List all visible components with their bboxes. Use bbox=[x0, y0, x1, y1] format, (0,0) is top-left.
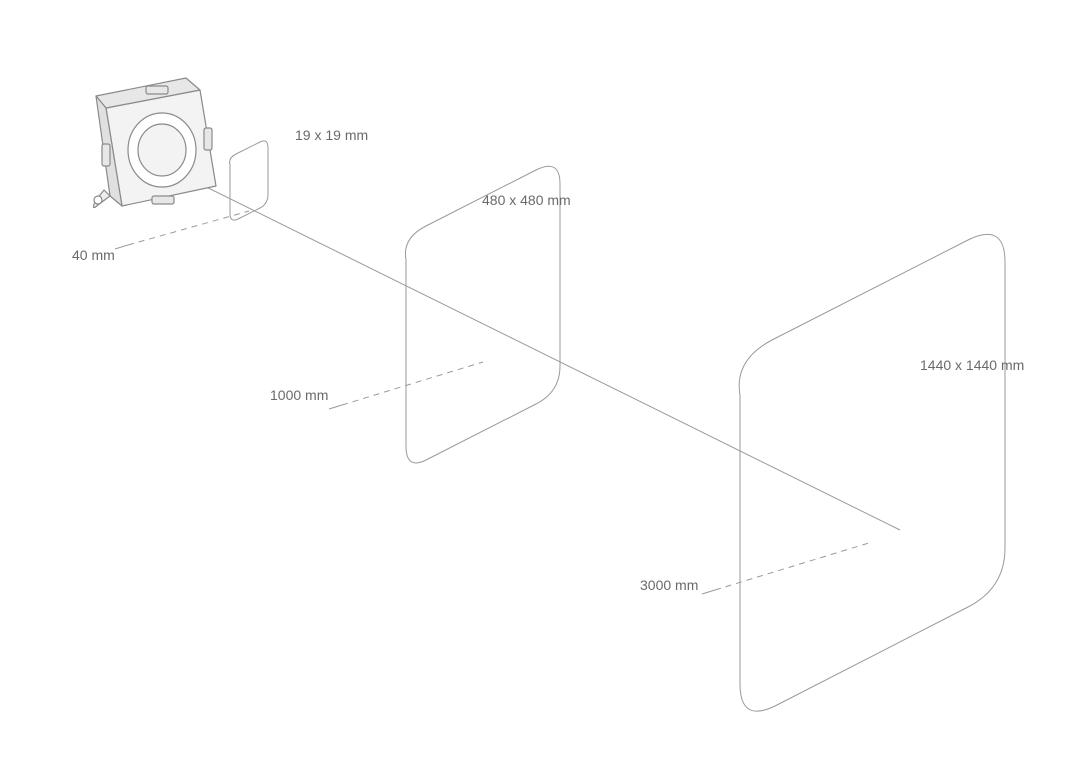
device-mount-hole bbox=[94, 196, 102, 204]
device-lens-inner bbox=[138, 124, 186, 176]
ground-tick-40 bbox=[115, 245, 128, 249]
sensor-device bbox=[93, 78, 216, 208]
ground-tick-1000 bbox=[329, 405, 342, 409]
size-label-480: 480 x 480 mm bbox=[482, 192, 571, 208]
distance-label-1000: 1000 mm bbox=[270, 387, 328, 403]
device-clip-right bbox=[204, 128, 212, 150]
ground-dash-1000 bbox=[342, 362, 483, 405]
zone-3000mm: 3000 mm 1440 x 1440 mm bbox=[640, 234, 1024, 711]
frame-1440x1440 bbox=[739, 234, 1005, 711]
size-label-19: 19 x 19 mm bbox=[295, 127, 368, 143]
frame-480x480 bbox=[405, 166, 560, 463]
fov-diagram: 40 mm 19 x 19 mm 1000 mm 480 x 480 mm 30… bbox=[0, 0, 1086, 780]
ground-dash-40 bbox=[128, 211, 249, 245]
device-clip-top bbox=[146, 86, 168, 94]
optical-axis bbox=[184, 176, 900, 530]
distance-label-40: 40 mm bbox=[72, 247, 115, 263]
zone-1000mm: 1000 mm 480 x 480 mm bbox=[270, 166, 571, 463]
distance-label-3000: 3000 mm bbox=[640, 577, 698, 593]
size-label-1440: 1440 x 1440 mm bbox=[920, 357, 1024, 373]
ground-tick-3000 bbox=[702, 590, 715, 594]
device-clip-left bbox=[102, 144, 110, 166]
device-clip-bottom bbox=[152, 196, 174, 204]
ground-dash-3000 bbox=[715, 542, 872, 590]
